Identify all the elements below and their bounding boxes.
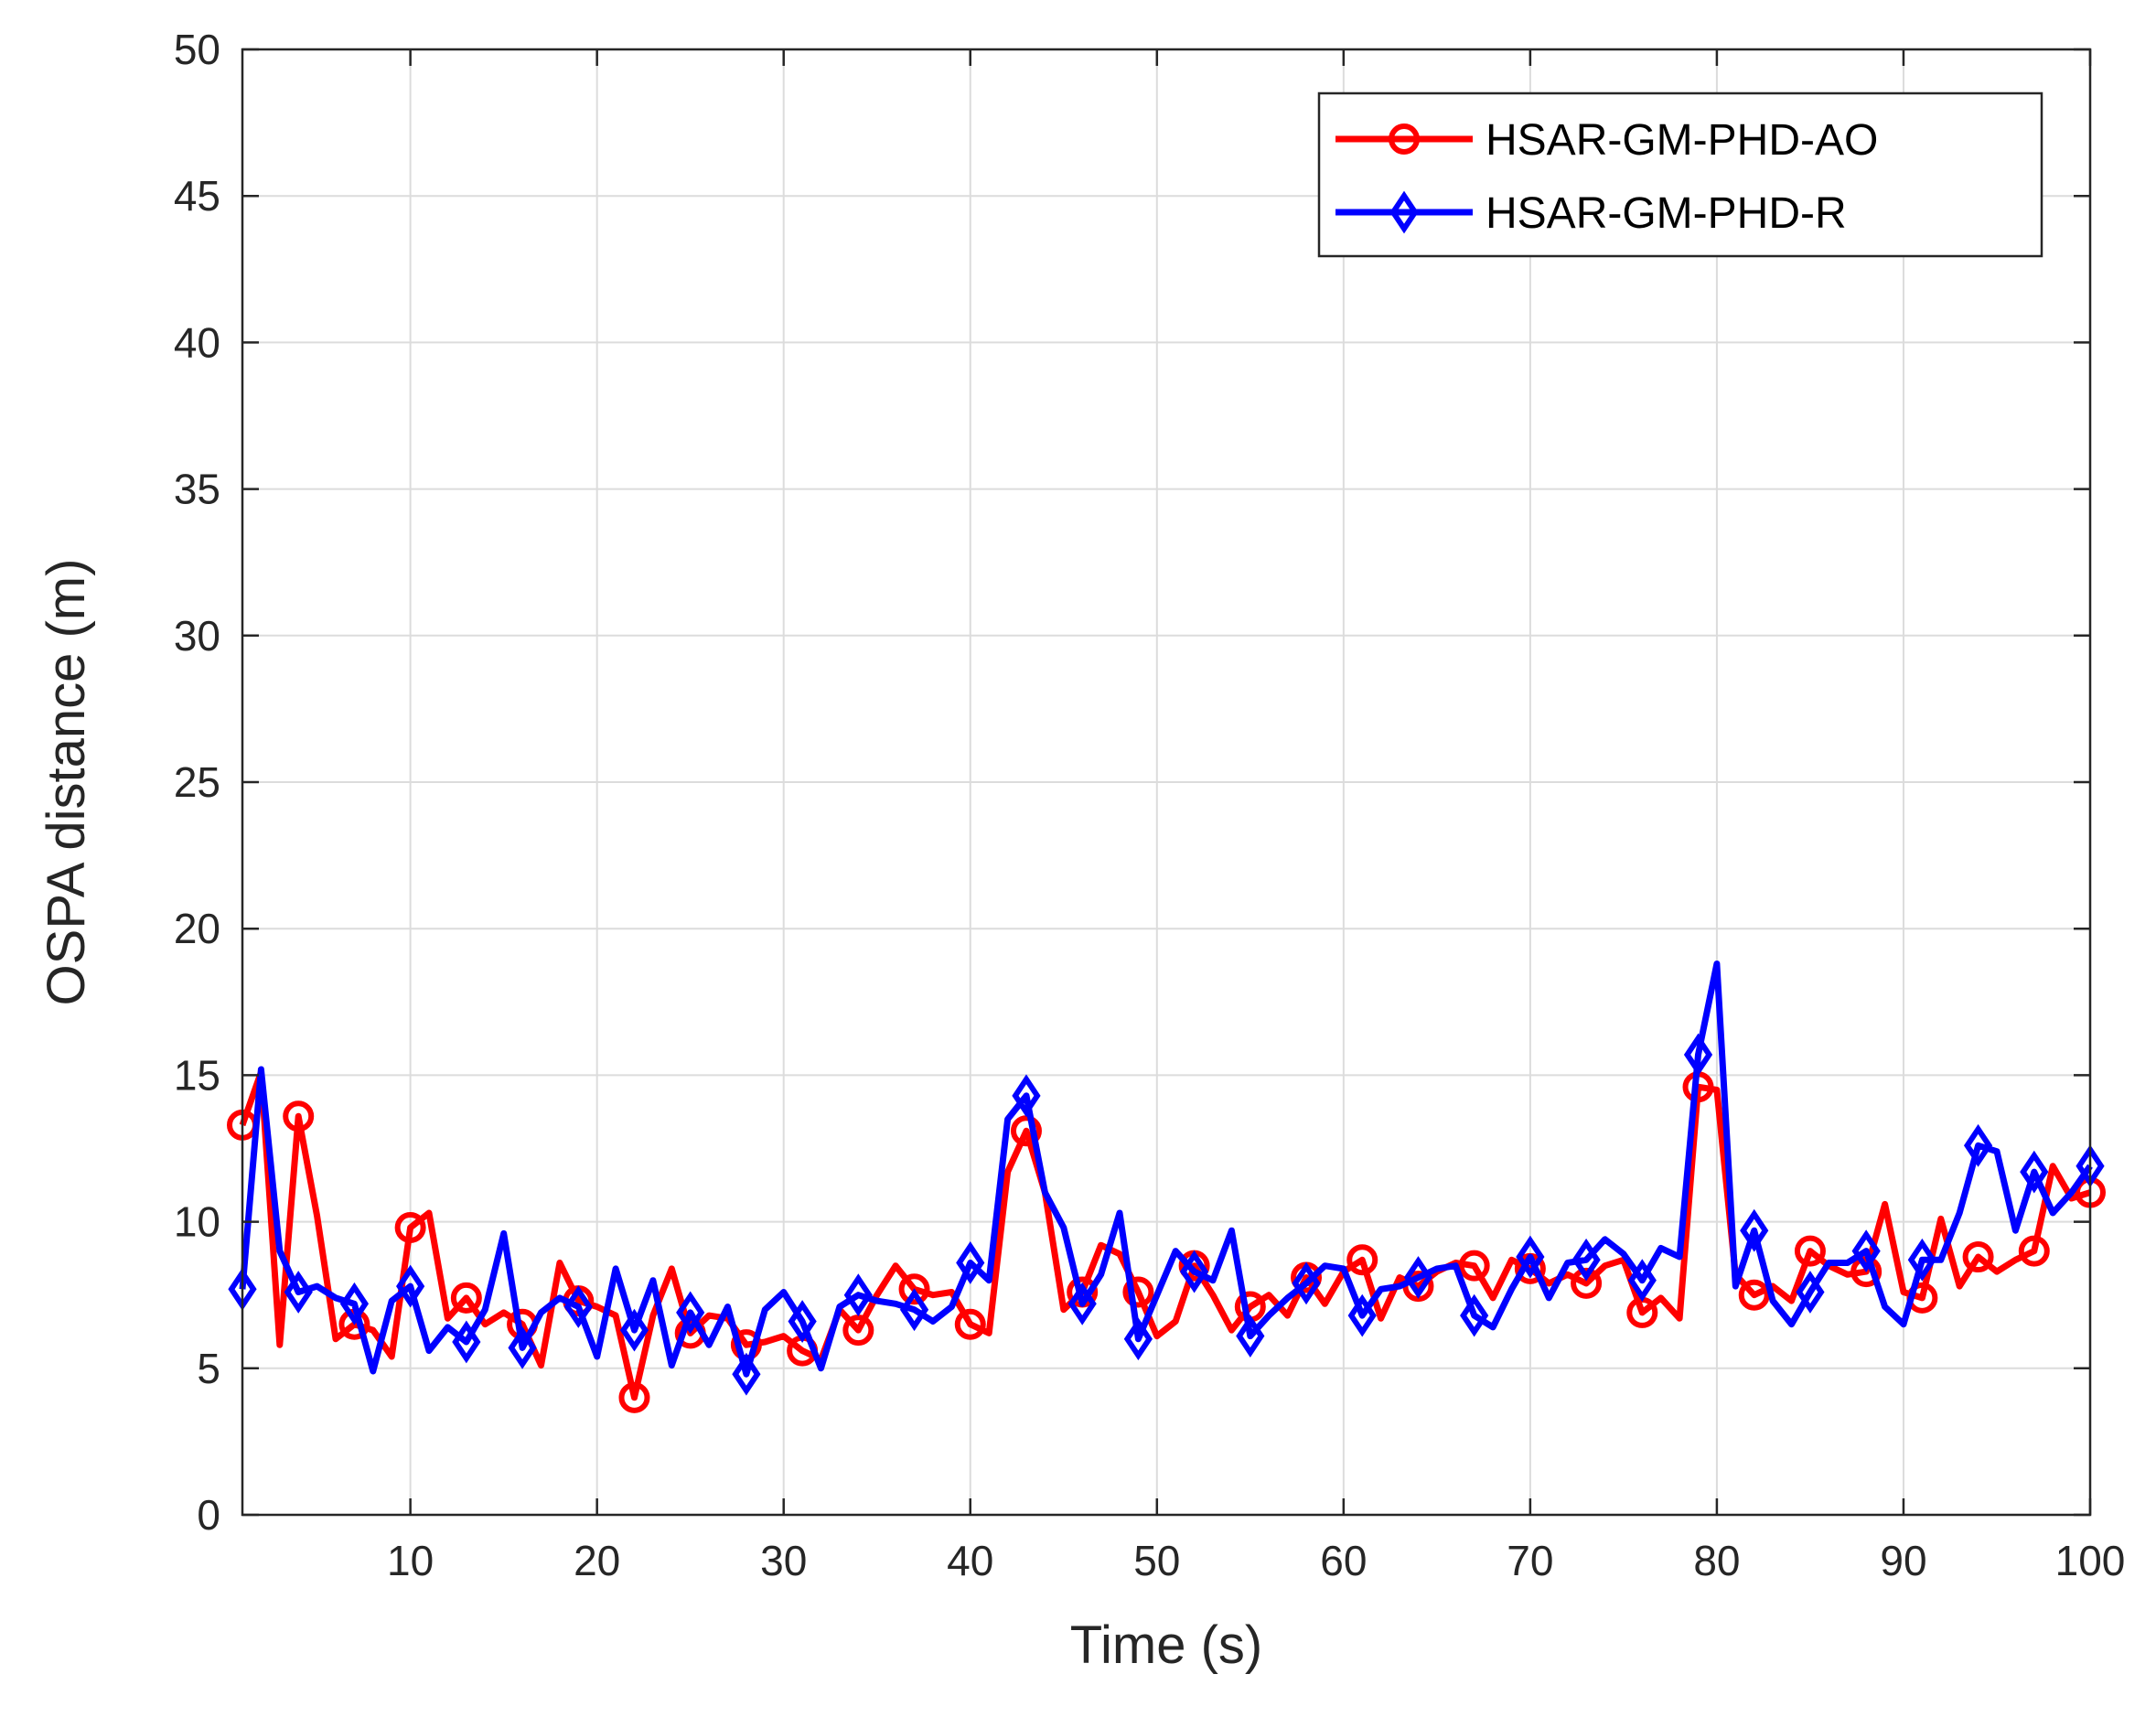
- series-1-marker-13: [452, 1320, 481, 1364]
- y-tick-label-50: 50: [174, 26, 220, 73]
- legend[interactable]: HSAR-GM-PHD-AO HSAR-GM-PHD-R: [1317, 91, 2043, 258]
- series-1-marker-55: [1236, 1315, 1265, 1358]
- series-0-marker-94: [1962, 1241, 1994, 1273]
- y-tick-label-45: 45: [174, 172, 220, 220]
- y-tick-label-0: 0: [197, 1491, 220, 1539]
- x-tick-label-80: 80: [1693, 1537, 1740, 1584]
- y-tick-label-5: 5: [197, 1345, 220, 1392]
- y-axis-title: OSPA distance (m): [37, 559, 96, 1006]
- series-1-marker-28: [732, 1352, 761, 1396]
- series-1-marker-82: [1740, 1208, 1769, 1252]
- x-tick-label-40: 40: [947, 1537, 993, 1584]
- series-1-marker-97: [2020, 1150, 2049, 1194]
- series-0-marker-34: [842, 1315, 874, 1347]
- series-1-marker-40: [956, 1241, 985, 1284]
- series-1: [228, 960, 2105, 1396]
- legend-label-0: HSAR-GM-PHD-AO: [1486, 116, 1878, 165]
- series-0-marker-43: [1010, 1115, 1042, 1147]
- series-0-marker-97: [2018, 1235, 2050, 1267]
- series-line-1: [239, 960, 2093, 1378]
- y-tick-label-40: 40: [174, 318, 220, 366]
- y-tick-label-35: 35: [174, 466, 220, 513]
- series-1-marker-7: [339, 1282, 370, 1325]
- series-1-marker-4: [284, 1271, 313, 1314]
- series-1-marker-85: [1796, 1271, 1825, 1314]
- legend-entry-1: HSAR-GM-PHD-R: [1335, 189, 1847, 238]
- series-1-marker-91: [1907, 1238, 1936, 1282]
- series-1-marker-70: [1516, 1235, 1545, 1279]
- series-line-0: [239, 1068, 2092, 1401]
- series-0-marker-67: [1458, 1250, 1490, 1282]
- series-1-marker-10: [396, 1264, 425, 1308]
- y-tick-label-20: 20: [174, 905, 220, 952]
- axis-ticks: 10 20 30 40 50 60 70 80 90 100 0 5 10 15 20 25 30 35 40 45 5…: [174, 26, 2126, 1584]
- series-0-marker-82: [1738, 1279, 1770, 1311]
- series-1-marker-22: [619, 1308, 649, 1352]
- series-0-marker-61: [1346, 1244, 1378, 1276]
- legend-entry-0: HSAR-GM-PHD-AO: [1335, 116, 1878, 165]
- series-1-marker-19: [563, 1285, 593, 1328]
- x-tick-label-20: 20: [574, 1537, 620, 1584]
- series-1-marker-61: [1347, 1293, 1377, 1337]
- series-1-marker-79: [1683, 1033, 1713, 1077]
- series-1-marker-25: [676, 1291, 705, 1335]
- series-0-marker-4: [283, 1100, 315, 1132]
- series-1-marker-64: [1403, 1256, 1433, 1299]
- series-0-marker-40: [954, 1308, 986, 1340]
- legend-entries: HSAR-GM-PHD-AO HSAR-GM-PHD-R: [1335, 116, 1878, 238]
- legend-marker-0: [1389, 123, 1420, 155]
- series-1-marker-76: [1627, 1259, 1657, 1303]
- x-tick-label-100: 100: [2055, 1537, 2126, 1584]
- series-1-marker-73: [1571, 1238, 1601, 1282]
- series-0-marker-10: [394, 1212, 426, 1244]
- y-tick-label-15: 15: [174, 1051, 220, 1099]
- series-0-marker-22: [618, 1381, 650, 1413]
- x-tick-label-60: 60: [1320, 1537, 1367, 1584]
- series-0-marker-37: [898, 1273, 930, 1305]
- series-0-marker-85: [1794, 1235, 1826, 1267]
- series-1-marker-31: [788, 1300, 817, 1343]
- series-0-marker-73: [1571, 1267, 1603, 1299]
- x-axis-title: Time (s): [1070, 1615, 1262, 1675]
- y-tick-label-10: 10: [174, 1198, 220, 1246]
- series-1-marker-67: [1460, 1293, 1489, 1337]
- series-0-marker-49: [1122, 1276, 1154, 1308]
- legend-label-1: HSAR-GM-PHD-R: [1486, 189, 1847, 238]
- series-1-marker-16: [508, 1325, 537, 1369]
- legend-marker-1: [1389, 190, 1419, 234]
- x-tick-label-70: 70: [1507, 1537, 1553, 1584]
- series-1-marker-43: [1012, 1074, 1041, 1118]
- x-tick-label-90: 90: [1880, 1537, 1926, 1584]
- series-1-marker-37: [899, 1288, 929, 1332]
- y-tick-label-30: 30: [174, 612, 220, 660]
- x-tick-label-10: 10: [387, 1537, 434, 1584]
- series-1-marker-88: [1851, 1229, 1881, 1273]
- x-tick-label-50: 50: [1133, 1537, 1180, 1584]
- series-1-marker-52: [1180, 1250, 1209, 1293]
- series-1-marker-49: [1123, 1317, 1153, 1361]
- series-1-marker-58: [1292, 1261, 1321, 1305]
- x-tick-label-30: 30: [760, 1537, 807, 1584]
- series-0-marker-13: [450, 1282, 482, 1314]
- series-1-marker-94: [1963, 1123, 1993, 1167]
- legend-box: [1317, 91, 2043, 258]
- series-1-marker-34: [843, 1273, 873, 1317]
- series-1-marker-46: [1067, 1282, 1097, 1325]
- y-tick-label-25: 25: [174, 758, 220, 806]
